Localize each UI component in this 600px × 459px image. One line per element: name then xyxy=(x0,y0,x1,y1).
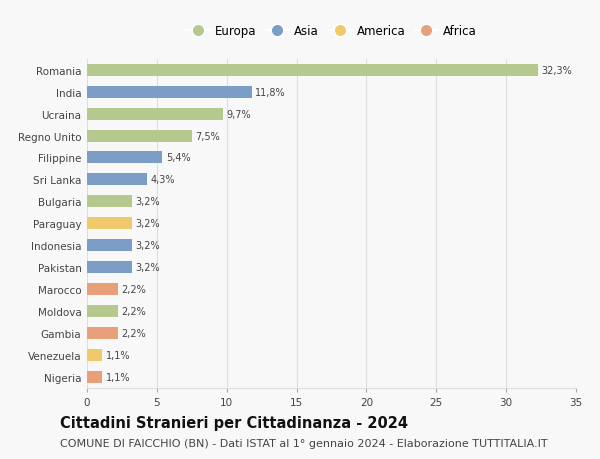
Text: Cittadini Stranieri per Cittadinanza - 2024: Cittadini Stranieri per Cittadinanza - 2… xyxy=(60,415,408,431)
Text: 3,2%: 3,2% xyxy=(135,263,160,273)
Bar xyxy=(87,152,163,164)
Bar xyxy=(87,283,118,296)
Text: 1,1%: 1,1% xyxy=(106,372,130,382)
Text: 5,4%: 5,4% xyxy=(166,153,191,163)
Bar xyxy=(87,174,147,186)
Text: 2,2%: 2,2% xyxy=(121,328,146,338)
Text: COMUNE DI FAICCHIO (BN) - Dati ISTAT al 1° gennaio 2024 - Elaborazione TUTTITALI: COMUNE DI FAICCHIO (BN) - Dati ISTAT al … xyxy=(60,438,548,448)
Bar xyxy=(87,240,132,252)
Text: 4,3%: 4,3% xyxy=(151,175,175,185)
Legend: Europa, Asia, America, Africa: Europa, Asia, America, Africa xyxy=(184,23,479,40)
Bar xyxy=(87,327,118,339)
Text: 7,5%: 7,5% xyxy=(195,131,220,141)
Text: 2,2%: 2,2% xyxy=(121,306,146,316)
Bar xyxy=(87,86,252,99)
Bar xyxy=(87,108,223,120)
Text: 9,7%: 9,7% xyxy=(226,109,251,119)
Text: 11,8%: 11,8% xyxy=(256,88,286,97)
Bar xyxy=(87,371,103,383)
Bar xyxy=(87,262,132,274)
Text: 2,2%: 2,2% xyxy=(121,285,146,294)
Text: 32,3%: 32,3% xyxy=(542,66,572,76)
Bar xyxy=(87,218,132,230)
Bar xyxy=(87,349,103,361)
Bar xyxy=(87,305,118,317)
Bar xyxy=(87,196,132,208)
Text: 3,2%: 3,2% xyxy=(135,197,160,207)
Text: 3,2%: 3,2% xyxy=(135,219,160,229)
Bar xyxy=(87,130,192,142)
Text: 1,1%: 1,1% xyxy=(106,350,130,360)
Bar xyxy=(87,65,538,77)
Text: 3,2%: 3,2% xyxy=(135,241,160,251)
